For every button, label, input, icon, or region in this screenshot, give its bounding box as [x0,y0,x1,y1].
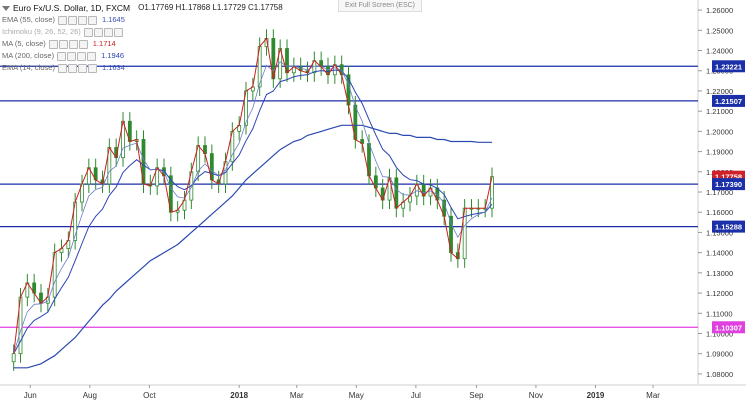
x-tick-label: 2019 [587,391,605,400]
y-tick-label: 1.24000 [706,47,733,56]
y-tick-label: 1.20000 [706,127,733,136]
settings-icon[interactable] [67,51,77,61]
y-tick-label: 1.17000 [706,188,733,197]
indicator-name: Ichimoku (9, 26, 52, 26) [2,27,81,36]
indicator-value: 1.1645 [101,15,125,24]
ema55-line [13,69,493,354]
close-icon[interactable] [77,63,87,73]
more-icon[interactable] [87,63,97,73]
price-label-text: 1.10307 [715,323,742,332]
indicator-name: EMA (14, close) [2,63,55,72]
eye-icon[interactable] [57,15,67,25]
y-tick-label: 1.22000 [706,87,733,96]
price-label-box [712,321,745,334]
y-tick-label: 1.15000 [706,228,733,237]
indicator-value: 1.1946 [101,51,125,60]
ma200-line [13,124,492,369]
close-icon[interactable] [68,39,78,49]
more-icon[interactable] [87,51,97,61]
x-tick-label: 2018 [230,391,248,400]
y-tick-label: 1.12000 [706,289,733,298]
y-tick-label: 1.09000 [706,350,733,359]
price-label-text: 1.15288 [715,223,742,232]
price-label-text: 1.17758 [715,173,742,182]
x-tick-label: Mar [646,391,660,400]
ma5-line [13,37,493,354]
price-label-box [712,178,745,191]
ema14-line [13,61,493,354]
x-tick-label: Aug [83,391,97,400]
y-tick-label: 1.10000 [706,329,733,338]
more-icon[interactable] [113,27,123,37]
x-tick-label: Sep [469,391,484,400]
settings-icon[interactable] [93,27,103,37]
indicator-name: MA (5, close) [2,39,46,48]
price-level-label: 1.17390 [712,178,745,191]
close-icon[interactable] [77,15,87,25]
collapse-legend-icon[interactable] [2,5,10,11]
x-tick-label: Jul [411,391,421,400]
price-label-box [712,220,745,233]
close-icon[interactable] [103,27,113,37]
eye-icon[interactable] [48,39,58,49]
settings-icon[interactable] [58,39,68,49]
x-tick-label: Mar [290,391,304,400]
indicator-row-ichimoku[interactable]: Ichimoku (9, 26, 52, 26) [2,26,283,38]
indicator-row-ma200[interactable]: MA (200, close) 1.1946 [2,50,283,62]
y-tick-label: 1.14000 [706,249,733,258]
candle-body [11,353,16,363]
price-label-text: 1.21507 [715,97,742,106]
chart-legend: Euro Fx/U.S. Dollar, 1D, FXCM O1.17769 H… [2,2,283,74]
price-level-label: 1.21507 [712,94,745,107]
indicator-row-ma5[interactable]: MA (5, close) 1.1714 [2,38,283,50]
x-tick-label: Nov [529,391,543,400]
y-tick-label: 1.11000 [706,309,733,318]
y-tick-label: 1.21000 [706,107,733,116]
price-level-label: 1.23221 [712,60,745,73]
settings-icon[interactable] [67,15,77,25]
y-tick-label: 1.13000 [706,269,733,278]
x-tick-label: May [349,391,364,400]
more-icon[interactable] [87,15,97,25]
y-tick-label: 1.19000 [706,148,733,157]
eye-icon[interactable] [83,27,93,37]
y-tick-label: 1.25000 [706,26,733,35]
indicator-name: MA (200, close) [2,51,55,60]
indicator-value: 1.1714 [92,39,116,48]
price-level-label: 1.10307 [712,321,745,334]
y-tick-label: 1.16000 [706,208,733,217]
indicator-value: 1.1634 [101,63,125,72]
y-tick-label: 1.08000 [706,370,733,379]
eye-icon[interactable] [57,51,67,61]
symbol-title: Euro Fx/U.S. Dollar, 1D, FXCM [13,3,131,13]
price-label-text: 1.17390 [715,180,742,189]
indicator-row-ema55[interactable]: EMA (55, close) 1.1645 [2,14,283,26]
exit-fullscreen-button[interactable]: Exit Full Screen (ESC) [338,0,423,12]
indicator-row-ema14[interactable]: EMA (14, close) 1.1634 [2,62,283,74]
price-level-label: 1.15288 [712,220,745,233]
y-tick-label: 1.26000 [706,6,733,15]
price-label-text: 1.23221 [715,62,742,71]
x-tick-label: Jun [24,391,37,400]
close-icon[interactable] [77,51,87,61]
price-label-box [712,60,745,73]
ohlc-readout: O1.17769 H1.17868 L1.17729 C1.17758 [138,3,283,12]
settings-icon[interactable] [67,63,77,73]
x-tick-label: Oct [143,391,156,400]
eye-icon[interactable] [57,63,67,73]
more-icon[interactable] [78,39,88,49]
indicator-name: EMA (55, close) [2,15,55,24]
legend-header: Euro Fx/U.S. Dollar, 1D, FXCM O1.17769 H… [2,2,283,14]
price-label-box [712,94,745,107]
